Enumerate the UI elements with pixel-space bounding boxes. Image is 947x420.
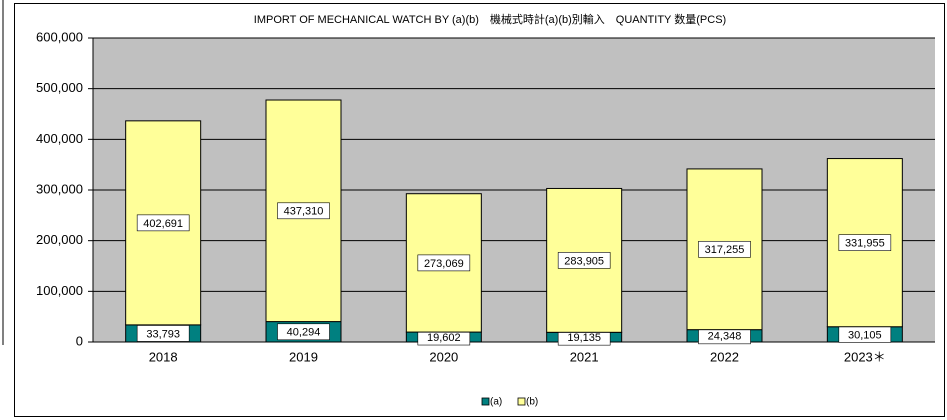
y-tick-label: 600,000: [36, 29, 83, 44]
data-label: 40,294: [287, 327, 321, 339]
data-label: 317,255: [705, 244, 745, 256]
data-label: 33,793: [146, 328, 180, 340]
data-label-box: [136, 214, 190, 232]
y-tick-label: 400,000: [36, 131, 83, 146]
y-tick-label: 300,000: [36, 181, 83, 196]
data-label-box: [698, 240, 751, 258]
chart-title: IMPORT OF MECHANICAL WATCH BY (a)(b) 機械式…: [254, 12, 726, 26]
x-tick-label: 2019: [289, 349, 318, 364]
legend-swatch: [481, 397, 490, 406]
data-label: 24,348: [708, 331, 742, 343]
y-tick-label: 500,000: [36, 80, 83, 95]
data-label-box: [838, 234, 892, 251]
y-tick-label: 0: [76, 333, 83, 348]
data-label-box: [417, 254, 471, 272]
y-tick-label: 200,000: [36, 232, 83, 247]
data-label-box: [277, 323, 330, 341]
data-label: 331,955: [845, 238, 885, 250]
data-label: 402,691: [143, 218, 183, 230]
data-label: 283,905: [564, 255, 604, 267]
x-tick-label: 2022: [710, 349, 739, 364]
legend-label: (a): [490, 397, 502, 408]
data-label: 19,135: [567, 332, 601, 344]
x-tick-label: 2018: [149, 349, 178, 364]
data-label-box: [136, 325, 190, 342]
y-tick-label: 100,000: [36, 283, 83, 298]
data-label: 273,069: [424, 258, 464, 270]
data-label-box: [557, 252, 611, 269]
data-label: 30,105: [848, 329, 882, 341]
x-tick-label: 2021: [570, 349, 599, 364]
data-label-box: [277, 202, 330, 220]
legend-swatch: [517, 397, 526, 406]
x-tick-label: 2023＊: [844, 349, 886, 364]
x-tick-label: 2020: [429, 349, 458, 364]
data-label: 19,602: [427, 332, 461, 344]
legend-label: (b): [526, 397, 538, 408]
data-label: 437,310: [284, 206, 324, 218]
